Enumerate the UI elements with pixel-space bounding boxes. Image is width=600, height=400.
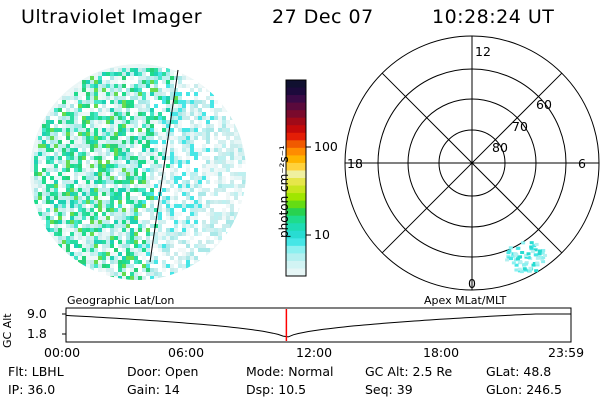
polar-grid bbox=[344, 35, 600, 291]
status-dsp: Dsp: 10.5 bbox=[246, 382, 307, 397]
timeline-left-caption: Geographic Lat/Lon bbox=[67, 294, 175, 307]
colorbar-segment bbox=[286, 208, 306, 217]
colorbar-segment bbox=[286, 87, 306, 96]
status-gc-alt: GC Alt: 2.5 Re bbox=[365, 364, 453, 379]
colorbar-unit-label: photon cm⁻²s⁻¹ bbox=[277, 145, 291, 238]
colorbar-segment bbox=[286, 185, 306, 194]
status-ip: IP: 36.0 bbox=[8, 382, 56, 397]
colorbar bbox=[286, 80, 306, 277]
colorbar-segment bbox=[286, 117, 306, 126]
mlt-label-0: 0 bbox=[468, 276, 476, 291]
imager-disk bbox=[30, 64, 246, 280]
timeline-xtick: 12:00 bbox=[296, 345, 333, 360]
altitude-curve bbox=[65, 313, 571, 338]
colorbar-segment bbox=[286, 245, 306, 254]
colorbar-segment bbox=[286, 253, 306, 262]
lat-label-70: 70 bbox=[512, 119, 528, 134]
status-gain: Gain: 14 bbox=[127, 382, 180, 397]
status-seq: Seq: 39 bbox=[365, 382, 413, 397]
timeline-xtick: 23:59 bbox=[548, 345, 585, 360]
aurora-patch bbox=[505, 241, 547, 274]
colorbar-segment bbox=[286, 125, 306, 134]
colorbar-segment bbox=[286, 260, 306, 269]
lat-label-80: 80 bbox=[492, 140, 508, 155]
timeline-ytick-1.8: 1.8 bbox=[27, 326, 47, 341]
status-glon: GLon: 246.5 bbox=[486, 382, 562, 397]
mlt-label-6: 6 bbox=[578, 156, 586, 171]
colorbar-label-10: 10 bbox=[314, 227, 330, 242]
colorbar-segment bbox=[286, 215, 306, 224]
colorbar-segment bbox=[286, 147, 306, 156]
colorbar-segment bbox=[286, 95, 306, 104]
timeline-xtick: 00:00 bbox=[44, 345, 81, 360]
status-mode: Mode: Normal bbox=[246, 364, 334, 379]
instrument-title: Ultraviolet Imager bbox=[21, 6, 203, 28]
mlt-label-12: 12 bbox=[475, 44, 491, 59]
timeline-xtick: 18:00 bbox=[423, 345, 460, 360]
status-glat: GLat: 48.8 bbox=[486, 364, 552, 379]
timeline-frame bbox=[65, 307, 572, 343]
status-door: Door: Open bbox=[127, 364, 199, 379]
colorbar-segment bbox=[286, 155, 306, 164]
colorbar-segment bbox=[286, 178, 306, 187]
terminator-line bbox=[149, 69, 179, 263]
colorbar-segment bbox=[286, 80, 306, 89]
colorbar-segment bbox=[286, 102, 306, 111]
date-label: 27 Dec 07 bbox=[272, 6, 374, 28]
timeline-xtick: 06:00 bbox=[168, 345, 205, 360]
colorbar-segment bbox=[286, 230, 306, 239]
lat-label-60: 60 bbox=[536, 97, 552, 112]
timeline-ylabel: GC Alt bbox=[1, 313, 14, 348]
colorbar-segment bbox=[286, 110, 306, 119]
colorbar-label-100: 100 bbox=[314, 139, 338, 154]
time-label: 10:28:24 UT bbox=[432, 6, 555, 28]
colorbar-segment bbox=[286, 268, 306, 277]
colorbar-segment bbox=[286, 132, 306, 141]
colorbar-segment bbox=[286, 200, 306, 209]
timeline-ytick-9: 9.0 bbox=[27, 306, 47, 321]
colorbar-segment bbox=[286, 223, 306, 232]
mlt-label-18: 18 bbox=[347, 156, 363, 171]
status-filter: Flt: LBHL bbox=[8, 364, 64, 379]
colorbar-segment bbox=[286, 238, 306, 247]
colorbar-frame bbox=[285, 79, 307, 277]
colorbar-segment bbox=[286, 140, 306, 149]
colorbar-segment bbox=[286, 170, 306, 179]
colorbar-segment bbox=[286, 193, 306, 202]
timeline-right-caption: Apex MLat/MLT bbox=[424, 294, 507, 307]
colorbar-segment bbox=[286, 162, 306, 171]
